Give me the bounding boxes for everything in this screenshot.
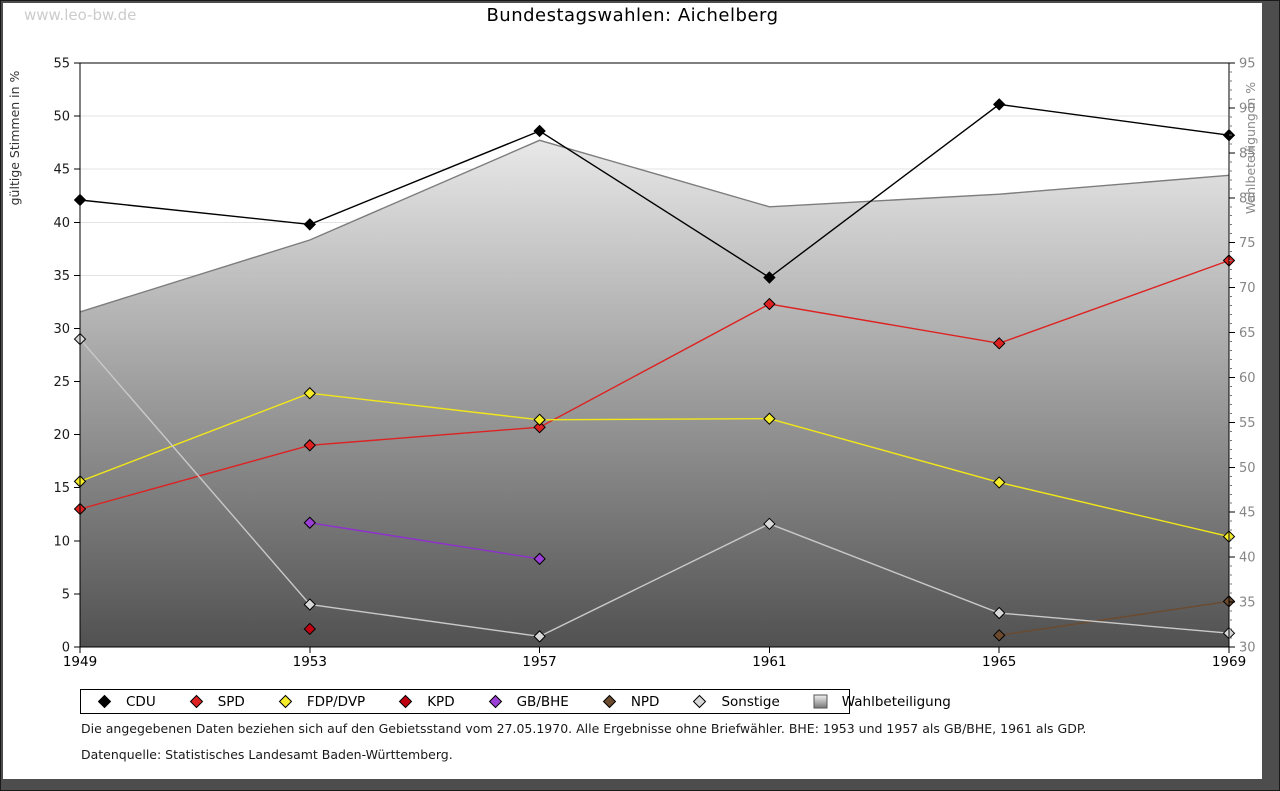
right-axis-tick-label: 50 [1239, 461, 1256, 476]
series-GB-BHE [303, 516, 546, 566]
point-CDU-1957 [533, 124, 546, 138]
series-SPD [73, 254, 1236, 516]
point-CDU-1961 [763, 271, 776, 284]
point-Sonstige-1957 [533, 630, 546, 643]
right-axis-tick-label: 90 [1239, 101, 1256, 116]
legend-label: NPD [630, 693, 660, 710]
right-axis-tick-label: 95 [1239, 57, 1256, 72]
legend-label: CDU [126, 693, 156, 710]
left-axis-tick-label: 35 [53, 269, 70, 284]
x-axis-label-1961: 1961 [752, 654, 786, 670]
legend-square-swatch [813, 694, 828, 709]
left-axis-tick-label: 50 [53, 110, 70, 125]
legend-item-SPD: SPD [189, 694, 245, 710]
right-axis-tick-label: 80 [1239, 191, 1256, 206]
point-CDU-1965 [992, 98, 1006, 111]
point-GB-BHE-1953 [303, 516, 317, 529]
series-line-NPD [999, 600, 1230, 636]
legend-label: FDP/DVP [306, 693, 366, 710]
point-KPD-1953 [303, 622, 317, 636]
legend-label: SPD [217, 693, 245, 710]
right-axis-tick-label: 75 [1239, 236, 1256, 251]
point-GB-BHE-1957 [533, 552, 546, 566]
point-FDP-DVP-1961 [763, 412, 776, 425]
left-axis-tick-label: 45 [53, 163, 70, 178]
legend-item-FDP-DVP: FDP/DVP [278, 694, 365, 710]
point-Sonstige-1961 [763, 517, 776, 531]
right-axis-tick-label: 55 [1239, 416, 1256, 431]
point-CDU-1953 [303, 218, 317, 231]
left-axis-tick-label: 20 [53, 428, 70, 443]
left-axis-title: gültige Stimmen in % [7, 70, 22, 205]
legend-diamond-icon [398, 694, 413, 709]
series-line-FDP-DVP [79, 392, 1230, 538]
legend-diamond-icon [189, 694, 203, 709]
left-axis-tick-label: 55 [53, 57, 70, 72]
series-line-SPD [79, 259, 1230, 510]
point-FDP-DVP-1953 [303, 387, 317, 400]
legend-diamond-icon [488, 694, 502, 709]
wahlbeteiligung-area [80, 140, 1229, 648]
point-SPD-1965 [992, 337, 1006, 350]
chart-legend: CDU SPD FDP/DVP KPD GB/BHE NPD Sonstige Wahlbet… [80, 689, 951, 714]
point-Sonstige-1965 [992, 606, 1006, 620]
plot-frame [79, 62, 1230, 648]
legend-item-Wahlbeteiligung: Wahlbeteiligung [813, 694, 951, 710]
point-SPD-1953 [303, 439, 317, 452]
point-FDP-DVP-1957 [533, 413, 546, 426]
legend-diamond-icon [97, 694, 112, 709]
legend-diamond-icon [602, 694, 617, 709]
point-SPD-1957 [533, 420, 546, 434]
left-axis-tick-label: 0 [62, 641, 70, 656]
right-axis-tick-label: 65 [1239, 326, 1256, 341]
series-line-CDU [79, 103, 1230, 279]
series-KPD [303, 622, 317, 636]
x-axis-label-1957: 1957 [522, 654, 556, 670]
series-CDU [73, 98, 1236, 284]
legend-diamond-icon [693, 694, 707, 709]
legend-label: Wahlbeteiligung [841, 693, 951, 710]
right-axis-tick-label: 70 [1239, 281, 1256, 296]
chart-svg: 0 5 10 15 20 25 30 35 40 45 50 55 30 35 40 45 50 55 60 65 70… [7, 57, 1258, 671]
left-axis-tick-label: 5 [62, 587, 70, 602]
point-Sonstige-1953 [303, 598, 317, 611]
right-axis-tick-label: 85 [1239, 146, 1256, 161]
x-axis-label-1965: 1965 [982, 654, 1016, 670]
legend-label: GB/BHE [516, 693, 569, 710]
legend-item-GB-BHE: GB/BHE [488, 694, 569, 710]
point-NPD-1965 [992, 629, 1006, 642]
footnote-datenquelle: Datenquelle: Statistisches Landesamt Bad… [81, 747, 453, 762]
legend-item-NPD: NPD [602, 693, 660, 710]
series-line-Sonstige [79, 338, 1230, 638]
right-axis-tick-label: 45 [1239, 506, 1256, 521]
legend-item-CDU: CDU [97, 694, 156, 710]
left-axis-tick-label: 30 [53, 322, 70, 337]
point-SPD-1961 [763, 297, 776, 311]
left-axis-tick-label: 10 [53, 534, 70, 549]
left-axis-tick-label: 40 [53, 216, 70, 231]
footnote-gebietsstand: Die angegebenen Daten beziehen sich auf … [81, 721, 1087, 736]
legend-label: Sonstige [721, 693, 780, 710]
right-axis-title: Wahlbeteiligung in % [1243, 82, 1258, 214]
right-axis-tick-label: 35 [1239, 596, 1256, 611]
legend-item-Sonstige: Sonstige [692, 693, 780, 710]
right-axis-tick-label: 60 [1239, 371, 1256, 386]
right-axis-tick-label: 30 [1239, 641, 1256, 656]
chart-canvas: www.leo-bw.de Bundestagswahlen: Aichelbe… [3, 3, 1262, 779]
wahlbeteiligung-area-edge [79, 139, 1230, 313]
right-axis-tick-label: 40 [1239, 551, 1256, 566]
left-axis-tick-label: 25 [53, 375, 70, 390]
legend-diamond-icon [278, 694, 293, 709]
series-line-GB-BHE [309, 522, 540, 560]
legend-label: KPD [427, 693, 455, 710]
legend-item-KPD: KPD [398, 693, 455, 710]
left-axis-tick-label: 15 [53, 481, 70, 496]
x-axis-label-1969: 1969 [1212, 654, 1246, 670]
x-axis-label-1949: 1949 [63, 654, 97, 670]
x-axis-label-1953: 1953 [293, 654, 327, 670]
watermark: www.leo-bw.de [24, 6, 137, 24]
point-FDP-DVP-1965 [992, 476, 1006, 489]
page-title: Bundestagswahlen: Aichelberg [486, 5, 779, 26]
